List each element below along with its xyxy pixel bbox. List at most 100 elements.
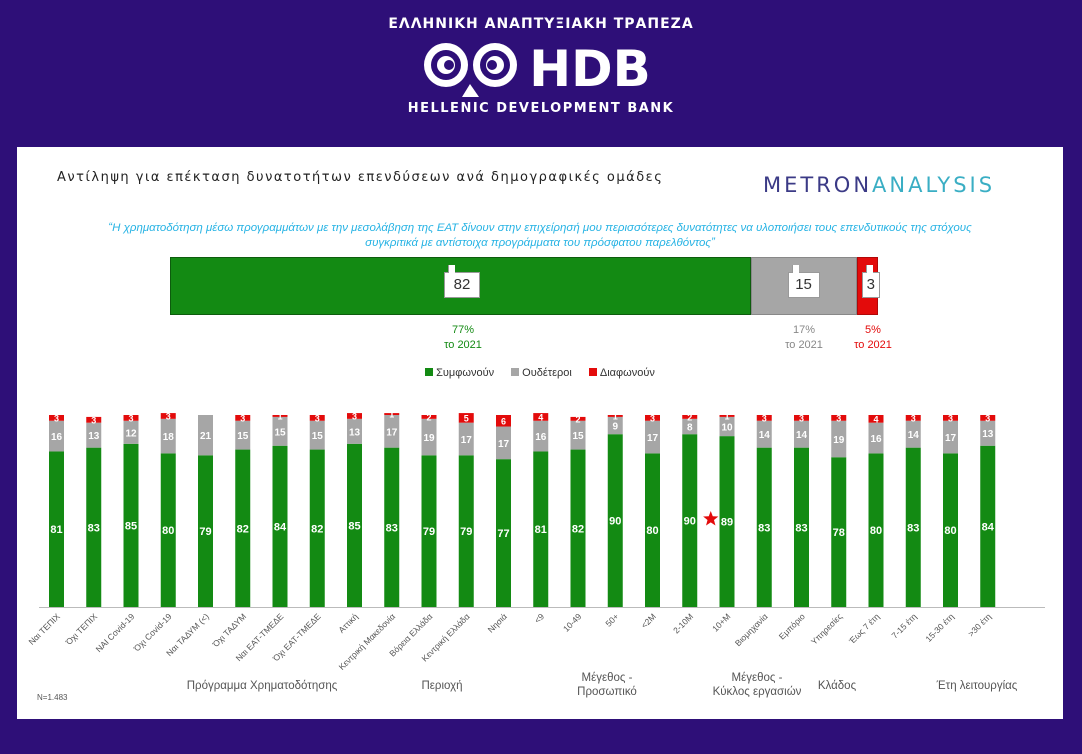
bar-label-disagree: 1 — [613, 411, 618, 421]
bar-label-neutral: 13 — [982, 429, 994, 440]
bar-label-agree: 83 — [795, 522, 807, 534]
bar-disagree — [868, 415, 884, 423]
x-tick-label: Όχι ΤΑΔΥΜ — [210, 611, 248, 649]
bar-neutral — [496, 426, 511, 460]
prev-neutral-year: το 2021 — [785, 339, 823, 351]
bar-label-neutral: 9 — [612, 422, 618, 433]
legend-label-disagree: Διαφωνούν — [599, 367, 655, 379]
bar-disagree — [347, 413, 362, 419]
prev-disagree-year: το 2021 — [854, 339, 892, 351]
group-label-years: Έτη λειτουργίας — [936, 680, 1018, 692]
bar-disagree — [272, 415, 288, 417]
bar-agree — [533, 451, 549, 607]
x-tick-label: Ναι ΤΕΠΙΧ — [26, 611, 62, 647]
bar-label-neutral: 13 — [349, 427, 361, 438]
bar-label-neutral: 15 — [237, 431, 249, 442]
bar-label-neutral: 13 — [88, 431, 100, 442]
bar-disagree — [458, 413, 474, 423]
bar-agree — [607, 434, 623, 607]
x-tick-label: 10-49 — [561, 611, 584, 634]
bar-neutral — [794, 420, 809, 448]
metron-logo: METRONANALYSIS — [763, 173, 995, 197]
bar-agree — [682, 434, 698, 607]
bar-neutral — [123, 420, 139, 444]
bar-label-disagree: 3 — [128, 413, 133, 423]
bar-label-disagree: 3 — [54, 413, 59, 423]
bar-neutral — [347, 418, 362, 444]
bar-neutral — [831, 420, 847, 458]
legend-label-neutral: Ουδέτεροι — [522, 367, 572, 379]
bar-label-disagree: 4 — [873, 414, 878, 424]
bar-agree — [943, 453, 958, 607]
prev-neutral: 17% το 2021 — [764, 323, 844, 353]
bar-disagree — [533, 413, 549, 421]
legend-item-agree: Συμφωνούν — [425, 367, 494, 379]
bar-agree — [421, 455, 437, 607]
group-label-sector: Κλάδος — [817, 680, 857, 692]
prev-agree-year: το 2021 — [444, 339, 482, 351]
bar-label-agree: 82 — [237, 523, 249, 535]
bar-label-agree: 83 — [907, 522, 919, 534]
bar-neutral — [272, 416, 288, 446]
x-tick-label: Εμπόριο — [777, 611, 807, 641]
bar-label-agree: 80 — [162, 525, 174, 537]
summary-callout-agree: 82 — [444, 265, 480, 298]
bar-disagree — [645, 415, 660, 421]
bar-label-neutral: 19 — [423, 433, 435, 444]
bar-disagree — [496, 415, 511, 427]
bar-neutral — [198, 415, 213, 456]
metron-logo-part1: METRON — [763, 173, 873, 197]
bar-neutral — [421, 418, 437, 456]
bar-disagree — [607, 415, 623, 417]
bar-label-agree: 79 — [199, 526, 211, 538]
brand-bottom-text: HELLENIC DEVELOPMENT BANK — [407, 101, 675, 116]
bar-label-disagree: 1 — [277, 411, 282, 421]
bar-agree — [570, 449, 586, 607]
bar-disagree — [160, 413, 176, 419]
bar-label-neutral: 14 — [759, 430, 771, 441]
bar-neutral — [309, 420, 325, 450]
bar-disagree — [86, 416, 102, 423]
bar-neutral — [384, 415, 400, 448]
survey-question-line2: συγκριτικά με αντίστοιχα προγράμματα του… — [365, 237, 715, 249]
star-icon — [703, 511, 719, 526]
legend-item-neutral: Ουδέτεροι — [511, 367, 572, 379]
bar-agree — [309, 449, 325, 607]
bar-agree — [905, 447, 921, 607]
bar-label-agree: 82 — [572, 523, 584, 535]
bar-label-disagree: 3 — [985, 413, 990, 423]
bar-label-neutral: 15 — [274, 427, 286, 438]
x-tick-label: <9 — [532, 611, 546, 625]
bar-disagree — [682, 415, 698, 419]
summary-callout-neutral: 15 — [787, 265, 820, 298]
bar-label-neutral: 17 — [945, 433, 957, 444]
bar-agree — [645, 453, 660, 607]
bar-agree — [198, 455, 213, 607]
hdb-logo: HDB — [424, 40, 651, 98]
chart-legend: Συμφωνούν Ουδέτεροι Διαφωνούν — [17, 367, 1063, 379]
summary-value-agree: 82 — [453, 276, 471, 293]
bar-neutral — [570, 420, 586, 450]
group-label-region: Περιοχή — [421, 680, 463, 692]
bar-agree — [272, 445, 288, 607]
bar-label-disagree: 1 — [724, 411, 729, 421]
sample-size: N=1.483 — [37, 693, 68, 702]
bar-neutral — [868, 422, 884, 454]
bar-disagree — [235, 415, 251, 421]
bar-disagree — [794, 415, 809, 421]
legend-item-disagree: Διαφωνούν — [588, 367, 655, 379]
bar-label-disagree: 4 — [538, 412, 543, 422]
bar-agree — [49, 451, 64, 607]
bar-label-disagree: 1 — [389, 410, 394, 420]
bar-label-neutral: 17 — [647, 433, 659, 444]
bar-disagree — [756, 415, 772, 421]
bar-agree — [160, 453, 176, 607]
bar-neutral — [905, 420, 921, 448]
bar-agree — [794, 447, 809, 607]
x-tick-label: <2M — [639, 611, 658, 630]
bar-label-agree: 77 — [497, 528, 509, 540]
bar-agree — [496, 459, 511, 607]
x-tick-label: 15-30 έτη — [923, 611, 956, 644]
bar-label-disagree: 6 — [501, 416, 506, 426]
bar-label-disagree: 2 — [426, 412, 431, 422]
